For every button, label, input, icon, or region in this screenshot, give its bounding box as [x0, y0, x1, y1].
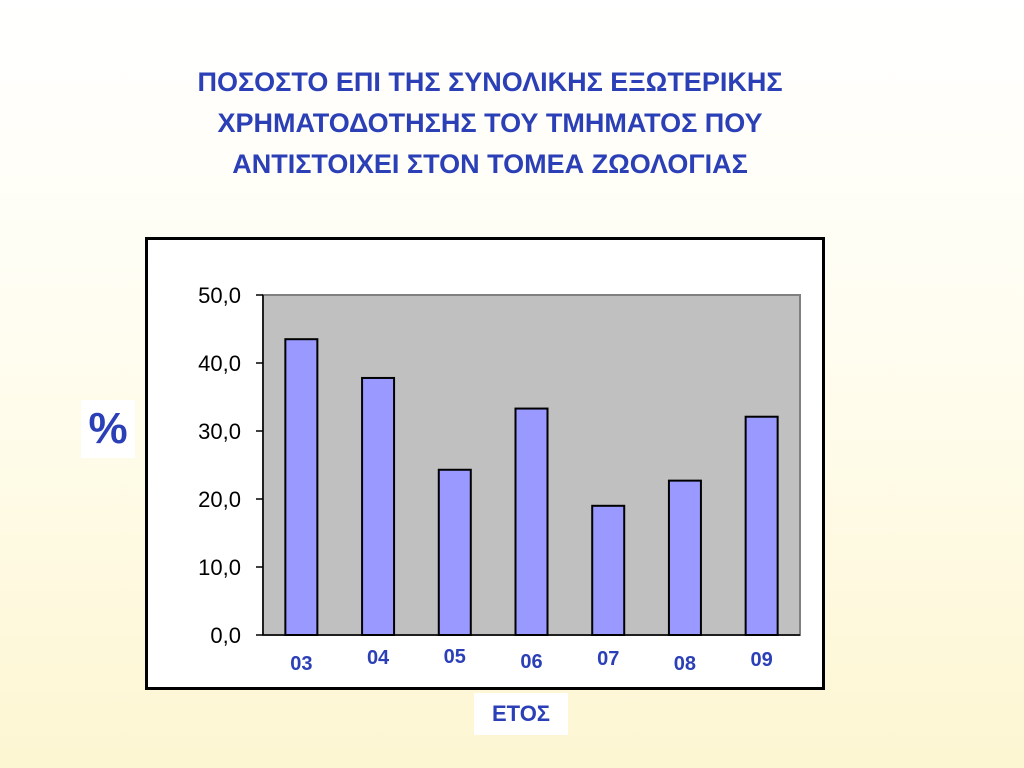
y-tick-label: 20,0	[198, 487, 241, 512]
bar-07	[591, 504, 626, 636]
y-tick-label: 30,0	[198, 419, 241, 444]
y-tick-label: 50,0	[198, 283, 241, 308]
bar-09	[744, 415, 779, 636]
bar-06	[514, 407, 549, 636]
title-line-3: ΑΝΤΙΣΤΟΙΧΕΙ ΣΤΟΝ ΤΟΜΕΑ ΖΩΟΛΟΓΙΑΣ	[232, 149, 748, 179]
x-axis-label: ΕΤΟΣ	[474, 693, 568, 735]
chart-frame: 0,0 10,0 20,0 30,0 40,0 50,0 03 04 05 06 07 08 09	[145, 237, 825, 690]
bar-08	[667, 479, 702, 636]
x-tick-label: 08	[674, 653, 696, 675]
y-tick-label: 10,0	[198, 555, 241, 580]
bar-03	[284, 338, 319, 636]
x-tick-label: 09	[751, 649, 773, 671]
title-line-1: ΠΟΣΟΣΤΟ ΕΠΙ ΤΗΣ ΣΥΝΟΛΙΚΗΣ ΕΞΩΤΕΡΙΚΗΣ	[197, 67, 783, 97]
x-tick-label: 03	[290, 653, 312, 675]
x-tick-label: 04	[367, 647, 390, 669]
x-tick-label: 05	[444, 646, 466, 668]
bar-chart: 0,0 10,0 20,0 30,0 40,0 50,0 03 04 05 06 07 08 09	[198, 283, 801, 675]
y-tick-label: 0,0	[210, 623, 241, 648]
bar-04	[361, 376, 396, 637]
bar-05	[437, 468, 472, 636]
y-axis-label: %	[81, 400, 135, 458]
x-tick-label: 06	[520, 651, 542, 673]
chart-title: ΠΟΣΟΣΤΟ ΕΠΙ ΤΗΣ ΣΥΝΟΛΙΚΗΣ ΕΞΩΤΕΡΙΚΗΣ ΧΡΗ…	[90, 62, 890, 185]
y-tick-label: 40,0	[198, 351, 241, 376]
x-tick-label: 07	[597, 648, 619, 670]
title-line-2: ΧΡΗΜΑΤΟΔΟΤΗΣΗΣ ΤΟΥ ΤΜΗΜΑΤΟΣ ΠΟΥ	[217, 108, 763, 138]
